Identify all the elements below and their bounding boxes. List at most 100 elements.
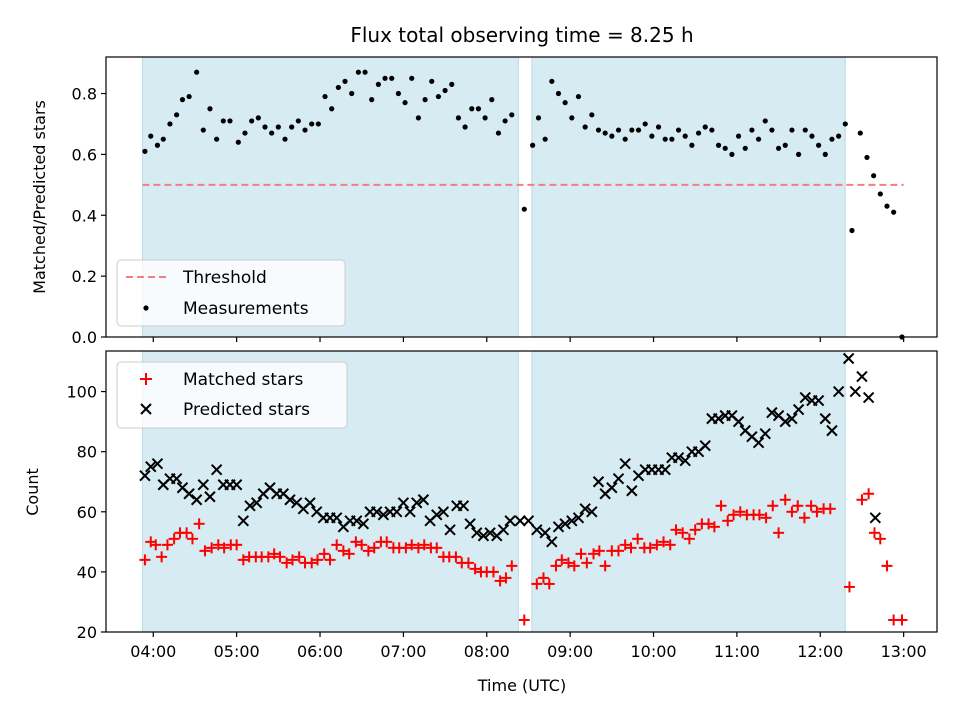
measurement-point: [682, 133, 688, 139]
matched-star-point: [728, 509, 740, 521]
measurement-point: [349, 90, 355, 97]
measurement-point: [389, 75, 395, 81]
bottom-xtick-label: 13:00: [881, 642, 927, 661]
predicted-star-point: [437, 506, 450, 518]
measurement-point: [595, 127, 602, 133]
predicted-star-point: [330, 512, 343, 524]
measurement-point: [207, 106, 213, 112]
measurement-point: [782, 142, 788, 148]
measurement-point: [509, 112, 515, 118]
matched-star-point: [874, 533, 886, 545]
measurement-point: [735, 133, 742, 139]
measurement-point: [255, 115, 261, 121]
matched-star-point: [500, 572, 512, 584]
measurement-point: [836, 133, 842, 139]
measurement-point: [282, 136, 288, 142]
matched-star-point: [168, 533, 180, 545]
legend-threshold-label: Threshold: [182, 268, 267, 288]
measurement-point: [160, 136, 166, 142]
matched-star-point: [881, 560, 893, 572]
matched-star-point: [651, 539, 663, 551]
measurement-point: [822, 151, 828, 157]
predicted-star-point: [869, 512, 882, 524]
predicted-star-point: [431, 509, 443, 521]
predicted-star-point: [546, 536, 558, 548]
matched-star-point: [664, 539, 676, 551]
measurement-point: [495, 130, 502, 136]
count-points: [139, 352, 908, 626]
predicted-star-point: [832, 385, 845, 398]
measurement-point: [555, 90, 562, 97]
matched-star-point: [779, 494, 791, 506]
matched-star-point: [331, 539, 343, 551]
legend-matched-label: Matched stars: [183, 370, 303, 390]
matched-star-point: [181, 527, 193, 539]
matched-star-point: [406, 539, 418, 551]
measurement-point: [442, 87, 448, 94]
measurement-point: [415, 115, 422, 121]
measurement-point: [422, 97, 428, 103]
bottom-plot-frame: [105, 350, 938, 633]
measurement-point: [742, 145, 748, 151]
matched-star-point: [760, 512, 772, 524]
matched-star-point: [462, 557, 474, 569]
matched-star-point: [156, 551, 168, 563]
matched-star-point: [625, 542, 637, 554]
matched-star-point: [550, 560, 562, 572]
predicted-star-point: [619, 457, 631, 470]
top-shaded-intervals: [141, 56, 846, 338]
matched-star-point: [683, 533, 695, 545]
measurement-point: [789, 127, 795, 133]
matched-star-point: [734, 506, 746, 518]
measurement-point: [235, 139, 241, 145]
matched-star-point: [350, 536, 362, 548]
measurement-point: [179, 97, 186, 103]
matched-star-point: [593, 545, 605, 557]
matched-star-point: [506, 560, 518, 572]
predicted-star-point: [170, 473, 183, 485]
predicted-star-point: [210, 464, 223, 476]
matched-star-point: [753, 509, 765, 521]
matched-star-point: [708, 521, 720, 533]
predicted-star-point: [411, 497, 423, 509]
measurement-point: [535, 115, 542, 121]
predicted-star-point: [779, 415, 791, 428]
matched-star-point: [896, 614, 908, 626]
matched-star-point: [856, 494, 868, 506]
matched-star-point: [274, 551, 286, 563]
matched-star-point: [537, 572, 549, 584]
matched-star-point: [543, 578, 555, 590]
matched-star-point: [575, 548, 587, 560]
matched-star-point: [237, 554, 249, 566]
measurement-point: [295, 118, 301, 124]
matched-star-point: [531, 578, 543, 590]
matched-star-point: [418, 539, 430, 551]
predicted-star-point: [626, 485, 638, 497]
measurement-point: [562, 100, 568, 106]
measurement-point: [375, 81, 381, 87]
matched-star-point: [868, 527, 880, 539]
measurement-point: [402, 100, 408, 106]
measurement-point: [891, 209, 897, 215]
matched-star-point: [689, 524, 701, 536]
measurement-point: [322, 93, 328, 100]
bottom-xtick-label: 11:00: [714, 642, 760, 661]
matched-star-point: [381, 536, 393, 548]
matched-star-point: [581, 557, 593, 569]
measurement-point: [675, 127, 682, 133]
bottom-panel: 20 40 60 80 100 04:00 05:00 06:00 07:00 08:00 09:…: [23, 350, 938, 695]
bottom-xtick-label: 05:00: [214, 642, 260, 661]
legend-predicted-label: Predicted stars: [183, 400, 310, 420]
predicted-star-point: [752, 436, 765, 449]
predicted-star-point: [699, 439, 711, 452]
bottom-xtick-label: 10:00: [630, 642, 676, 661]
measurement-point: [530, 142, 536, 148]
bottom-ytick-label: 60: [77, 503, 97, 522]
matched-star-point: [798, 512, 810, 524]
top-ytick-label: 0.4: [72, 206, 97, 225]
bottom-ytick-label: 80: [77, 443, 97, 462]
predicted-star-point: [792, 403, 805, 416]
matched-star-point: [619, 539, 631, 551]
predicted-star-point: [856, 370, 868, 383]
top-x-ticks: [152, 337, 905, 342]
